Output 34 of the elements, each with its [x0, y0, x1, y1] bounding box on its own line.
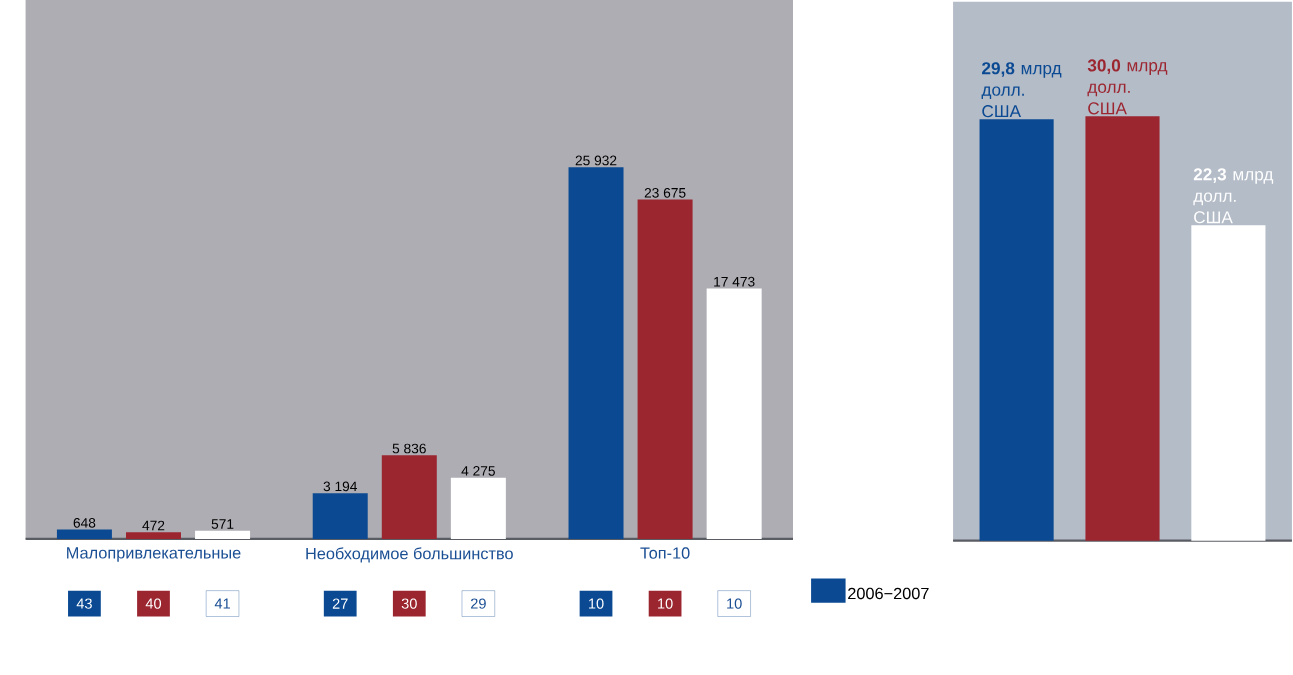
data-label: 30,0 млрд долл. США [1087, 59, 1168, 115]
data-label: 472 [142, 520, 165, 531]
bar [381, 455, 437, 539]
text: 10 [658, 598, 673, 609]
text: 10 [589, 598, 604, 609]
text: 10 [727, 598, 742, 609]
data-label: 29,8 млрд долл. США [981, 62, 1062, 118]
x-tick-label: Малопривлекательные [67, 547, 241, 562]
text: 29 [470, 598, 486, 609]
text: 27 [332, 598, 348, 609]
data-label: 5 836 [392, 443, 426, 454]
data-label: 4 275 [461, 465, 495, 476]
legend-label: 2006−2007 [848, 587, 929, 600]
text: 40 [145, 598, 162, 609]
bar [125, 532, 181, 539]
bar [637, 199, 693, 539]
data-label: 25 932 [575, 155, 617, 166]
data-label: 571 [211, 519, 234, 529]
data-label: 23 675 [644, 187, 686, 198]
bar [56, 529, 112, 539]
bar [568, 167, 624, 539]
text: 43 [76, 598, 92, 609]
data-label: 648 [73, 517, 96, 528]
bar [706, 288, 762, 539]
x-tick-label: Топ-10 [640, 547, 690, 559]
bar [195, 530, 251, 539]
text: 30 [401, 598, 417, 609]
x-tick-label: Необходимое большинство [306, 547, 513, 563]
text: 41 [214, 598, 230, 609]
data-label: 17 473 [714, 276, 755, 287]
bar [312, 493, 368, 539]
data-label: 22,3 млрд долл. США [1193, 168, 1274, 224]
bar [450, 477, 506, 539]
data-label: 3 194 [323, 481, 357, 492]
